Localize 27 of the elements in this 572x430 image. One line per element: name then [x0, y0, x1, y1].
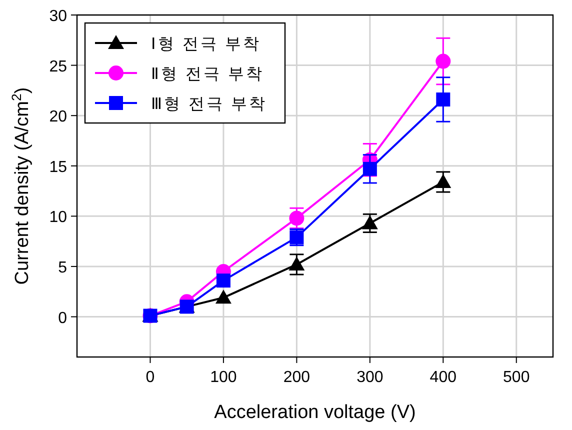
x-tick-label: 300 — [356, 369, 384, 386]
point — [215, 290, 232, 304]
point — [290, 230, 304, 244]
legend-label: Ⅲ형 전극 부착 — [151, 96, 267, 113]
point — [362, 215, 378, 230]
point — [436, 54, 451, 69]
legend-label: Ⅱ형 전극 부착 — [151, 66, 264, 83]
point — [288, 256, 305, 270]
point — [216, 274, 230, 288]
y-tick-label: 20 — [49, 108, 68, 126]
point — [435, 174, 452, 188]
point — [362, 162, 377, 176]
y-tick-label: 5 — [58, 259, 68, 276]
y-tick-label: 0 — [58, 310, 68, 327]
x-tick-label: 500 — [503, 369, 530, 386]
y-tick-label: 25 — [49, 58, 68, 76]
x-tick-label: 0 — [146, 369, 155, 386]
x-tick-label: 100 — [210, 369, 237, 386]
y-tick-label: 30 — [49, 8, 68, 25]
legend-label: Ⅰ형 전극 부착 — [151, 36, 261, 53]
x-axis-title: Acceleration voltage (V) — [214, 402, 416, 423]
y-tick-label: 10 — [49, 209, 68, 226]
point — [436, 92, 450, 106]
x-tick-label: 200 — [283, 369, 310, 386]
point — [289, 210, 304, 226]
x-tick-label: 400 — [430, 369, 457, 386]
y-tick-label: 15 — [49, 158, 68, 176]
